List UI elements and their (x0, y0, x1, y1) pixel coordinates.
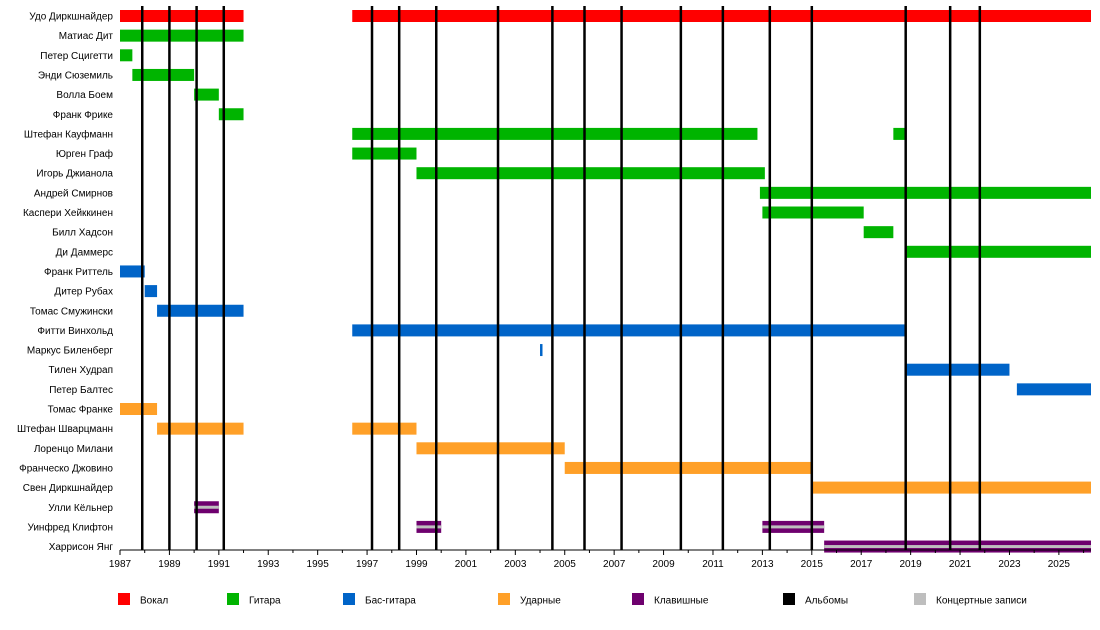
legend-label: Клавишные (654, 596, 709, 607)
x-tick-label: 2021 (949, 559, 972, 570)
x-tick-label: 2023 (998, 559, 1021, 570)
member-name-labels: Удо Диркшнайдер Матиас Дит Петер Сцигетти Э… (17, 12, 113, 554)
member-label: Лоренцо Милани (34, 444, 113, 455)
legend-swatch (632, 593, 644, 605)
member-bar (157, 304, 244, 317)
legend-swatch (227, 593, 239, 605)
legend-swatch (498, 593, 510, 605)
member-label: Петер Сцигетти (40, 51, 113, 62)
x-tick-label: 2025 (1048, 559, 1071, 570)
member-bar (120, 265, 145, 278)
member-label: Удо Диркшнайдер (29, 12, 113, 23)
x-tick-label: 2005 (554, 559, 577, 570)
x-tick-label: 1999 (405, 559, 428, 570)
member-bar (352, 422, 417, 435)
member-label: Штефан Кауфманн (24, 128, 113, 140)
x-tick-label: 2017 (850, 559, 873, 570)
live-stripe (416, 525, 442, 529)
legend: Вокал Гитара Бас-гитара Ударные Клавишные Аль… (118, 593, 1027, 607)
member-bar (893, 127, 906, 140)
x-tick-label: 1993 (257, 559, 280, 570)
live-stripe (762, 525, 825, 529)
member-label: Матиас Дит (59, 31, 114, 42)
membership-bars (120, 10, 1091, 553)
member-label: Каспери Хейккинен (23, 208, 113, 219)
member-bar (352, 127, 758, 140)
legend-label: Концертные записи (936, 596, 1027, 607)
member-label: Харрисон Янг (49, 542, 114, 553)
legend-label: Гитара (249, 596, 281, 607)
member-label: Фитти Винхольд (37, 326, 113, 337)
member-label: Томас Франке (48, 405, 114, 416)
x-tick-label: 1991 (208, 559, 231, 570)
x-tick-label: 2013 (751, 559, 774, 570)
member-label: Юрген Граф (56, 148, 113, 160)
member-label: Уинфред Клифтон (27, 521, 113, 533)
x-tick-label: 1987 (109, 559, 132, 570)
member-label: Штефан Шварцманн (17, 423, 113, 435)
member-bar (1016, 383, 1091, 396)
x-tick-label: 2001 (455, 559, 478, 570)
member-label: Томас Смужински (30, 306, 113, 317)
member-bar (120, 29, 244, 42)
member-label: Петер Балтес (49, 385, 113, 396)
member-bar (416, 167, 765, 180)
member-bar (352, 147, 417, 160)
x-tick-label: 2007 (603, 559, 626, 570)
album-release-lines (140, 6, 982, 550)
legend-swatch (783, 593, 795, 605)
member-label: Игорь Джианола (36, 169, 113, 180)
member-bar (352, 324, 906, 337)
x-tick-label: 2019 (900, 559, 923, 570)
member-bar (120, 403, 158, 415)
x-tick-label: 2011 (702, 559, 724, 570)
member-label: Тилен Худрап (49, 365, 113, 376)
member-label: Энди Сюземиль (38, 70, 113, 81)
member-label: Билл Хадсон (52, 228, 113, 239)
member-bar (157, 422, 244, 435)
member-bar (905, 245, 1091, 258)
live-stripe (824, 545, 1091, 549)
member-label: Франк Риттель (44, 267, 113, 278)
x-tick-label: 1995 (307, 559, 330, 570)
member-label: Дитер Рубах (54, 286, 113, 298)
member-label: Волла Боем (56, 90, 113, 101)
member-bar (540, 344, 543, 357)
member-label: Андрей Смирнов (34, 188, 113, 199)
legend-label: Ударные (520, 596, 561, 607)
legend-swatch (914, 593, 926, 605)
legend-label: Альбомы (805, 595, 848, 607)
member-bar (759, 186, 1091, 199)
member-bar (132, 68, 195, 81)
x-tick-label: 2009 (652, 559, 675, 570)
member-bar (120, 10, 244, 22)
member-bar (194, 88, 219, 101)
member-bar (144, 285, 158, 298)
legend-label: Вокал (140, 596, 168, 607)
member-bar (905, 363, 1010, 376)
member-bar (863, 226, 894, 239)
member-bar (120, 49, 133, 62)
legend-swatch (343, 593, 355, 605)
x-tick-label: 1997 (356, 559, 379, 570)
member-label: Улли Кёльнер (48, 503, 113, 514)
legend-label: Бас-гитара (365, 596, 416, 607)
legend-swatch (118, 593, 130, 605)
x-tick-label: 2003 (504, 559, 527, 570)
member-label: Франк Фрике (53, 110, 114, 121)
x-tick-label: 1989 (158, 559, 181, 570)
time-axis: 1987 1989 1991 1993 1995 1997 1999 2001 2003 2005… (109, 549, 1091, 570)
x-tick-label: 2015 (801, 559, 824, 570)
live-stripe (194, 505, 219, 509)
member-bar (564, 461, 812, 474)
member-label: Франческо Джовино (19, 463, 113, 474)
member-bar (416, 442, 565, 455)
member-label: Ди Даммерс (56, 247, 113, 258)
member-label: Свен Диркшнайдер (23, 483, 114, 494)
member-label: Маркус Биленберг (27, 345, 114, 357)
